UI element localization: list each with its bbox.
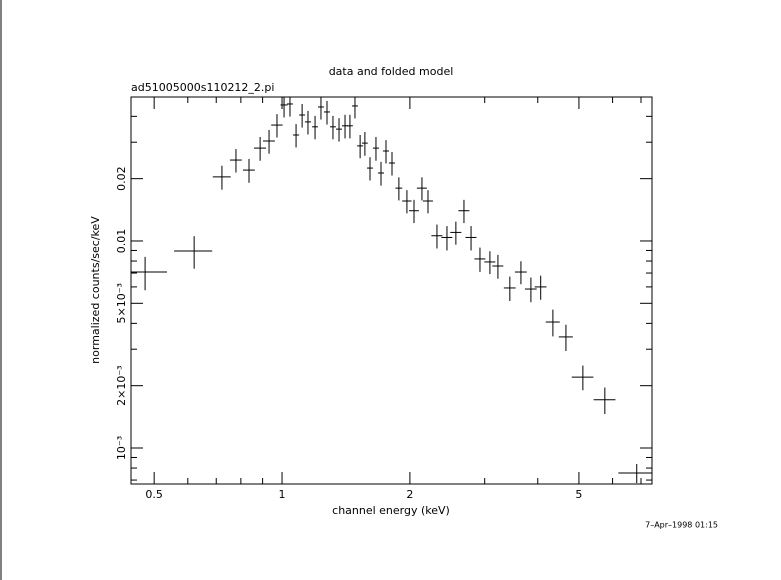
y-axis-label: normalized counts/sec/keV [89, 216, 102, 364]
plot-frame [130, 96, 653, 485]
chart-subtitle: ad51005000s110212_2.pi [131, 81, 274, 94]
x-tick-label: 0.5 [145, 488, 163, 501]
y-tick-label: 5×10⁻³ [115, 283, 128, 323]
y-tick-label: 0.02 [115, 166, 128, 191]
x-axis-label: channel energy (keV) [332, 504, 450, 517]
timestamp: 7–Apr–1998 01:15 [645, 521, 718, 530]
x-tick-label: 5 [575, 488, 582, 501]
x-tick-label: 1 [279, 488, 286, 501]
y-tick-label: 2×10⁻³ [115, 365, 128, 405]
y-tick-label: 0.01 [115, 229, 128, 254]
data-marks [131, 97, 652, 484]
y-tick-label: 10⁻³ [115, 436, 128, 460]
chart-title: data and folded model [329, 65, 454, 78]
x-tick-label: 2 [406, 488, 413, 501]
